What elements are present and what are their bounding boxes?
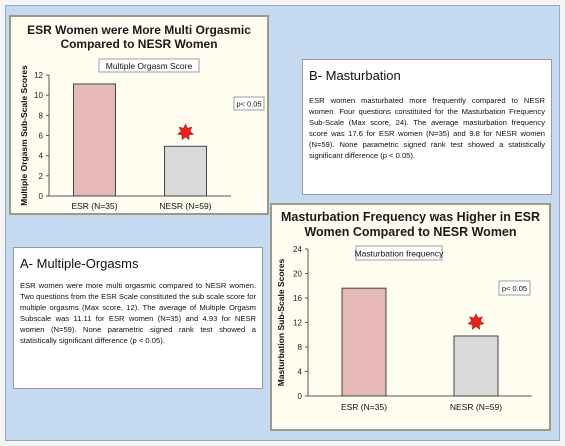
y-tick-label: 4 [298, 368, 303, 377]
y-tick-label: 12 [34, 71, 43, 80]
bar-esr [341, 287, 387, 397]
y-tick-label: 6 [39, 132, 44, 141]
chart-title-line2: Women Compared to NESR Women [304, 225, 517, 239]
text-box-title: B- Masturbation [309, 68, 401, 83]
x-category-label: NESR (N=59) [450, 402, 502, 412]
text-box-masturbation: B- Masturbation ESR women masturbated mo… [302, 59, 552, 195]
chart-panel-masturbation: Masturbation Frequency was Higher in ESR… [270, 203, 551, 431]
bar-esr [73, 83, 116, 197]
y-tick-label: 24 [293, 245, 302, 254]
chart-title: Multiple Orgasm Score [106, 61, 193, 71]
y-tick-label: 10 [34, 91, 43, 100]
bar-nesr [453, 335, 499, 397]
y-tick-label: 0 [39, 192, 44, 201]
chart-panel-title: Masturbation Frequency was Higher in ESR… [272, 210, 549, 240]
chart-title-box [355, 245, 443, 261]
text-box-title: A- Multiple-Orgasms [20, 256, 139, 271]
y-tick-label: 16 [293, 294, 302, 303]
text-box-body: ESR women masturbated more frequently co… [309, 96, 545, 160]
chart-title-line1: ESR Women were More Multi Orgasmic [27, 23, 251, 37]
significance-star [467, 313, 485, 330]
chart-panel-multiple-orgasm: ESR Women were More Multi Orgasmic Compa… [9, 15, 269, 215]
p-value-label: p< 0.05 [502, 284, 527, 293]
p-value-box [498, 280, 531, 296]
y-tick-label: 8 [39, 111, 44, 120]
multiple-orgasm-bar-chart: 0 2 4 6 8 10 12 Multiple Orgasm Sub-Scale Score… [19, 58, 265, 211]
y-tick-label: 0 [298, 392, 303, 401]
chart-title-line1: Masturbation Frequency was Higher in ESR [280, 210, 541, 224]
y-tick-label: 20 [293, 270, 302, 279]
text-box-body: ESR women were more multi orgasmic compa… [20, 281, 256, 345]
chart-title-line2: Compared to NESR Women [60, 37, 218, 52]
chart-panel-title: ESR Women were More Multi Orgasmic Compa… [11, 23, 267, 52]
y-tick-label: 2 [39, 172, 44, 181]
chart-title-box [98, 58, 200, 73]
masturbation-bar-chart: 0 4 8 12 16 20 24 Masturbation Sub-Scale Scores… [276, 245, 532, 412]
y-tick-label: 12 [293, 319, 302, 328]
text-box-multiple-orgasms: A- Multiple-Orgasms ESR women were more … [13, 247, 263, 389]
y-axis-label: Multiple Orgasm Sub-Scale Scores [19, 65, 29, 206]
p-value-box [233, 96, 265, 111]
y-tick-label: 8 [298, 343, 303, 352]
x-category-label: ESR (N=35) [341, 402, 387, 412]
x-category-label: NESR (N=59) [159, 201, 211, 211]
significance-star [177, 123, 194, 141]
x-category-label: ESR (N=35) [71, 201, 117, 211]
y-tick-label: 4 [39, 152, 44, 161]
y-axis-label: Masturbation Sub-Scale Scores [276, 258, 286, 386]
p-value-label: p< 0.05 [236, 100, 261, 109]
bar-nesr [164, 145, 207, 197]
chart-title: Masturbation frequency [355, 249, 445, 259]
